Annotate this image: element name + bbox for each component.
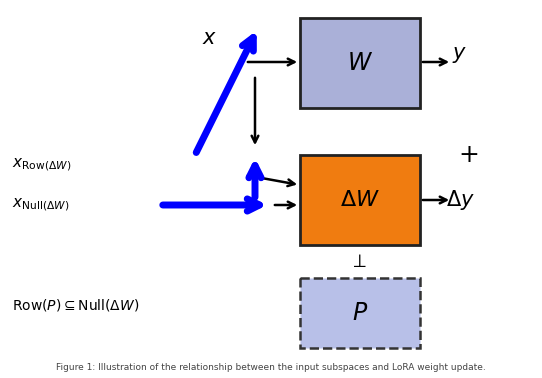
Text: Figure 1: Illustration of the relationship between the input subspaces and LoRA : Figure 1: Illustration of the relationsh… (56, 364, 486, 372)
Text: $P$: $P$ (352, 302, 368, 324)
Text: $y$: $y$ (453, 45, 468, 65)
Text: $+$: $+$ (458, 144, 478, 166)
Text: $\Delta y$: $\Delta y$ (446, 188, 474, 212)
Bar (300, 278, 420, 348)
Text: $W$: $W$ (347, 51, 373, 74)
Text: $\Delta W$: $\Delta W$ (340, 189, 380, 211)
Text: $x_{\mathrm{Null}(\Delta W)}$: $x_{\mathrm{Null}(\Delta W)}$ (12, 197, 69, 213)
Bar (300, 18, 420, 108)
Text: $x$: $x$ (203, 28, 217, 48)
Text: $x_{\mathrm{Row}(\Delta W)}$: $x_{\mathrm{Row}(\Delta W)}$ (12, 157, 72, 173)
Text: $\perp$: $\perp$ (349, 253, 367, 271)
Text: $\mathrm{Row}(P) \subseteq \mathrm{Null}(\Delta W)$: $\mathrm{Row}(P) \subseteq \mathrm{Null}… (12, 297, 139, 313)
Bar (300, 155, 420, 245)
